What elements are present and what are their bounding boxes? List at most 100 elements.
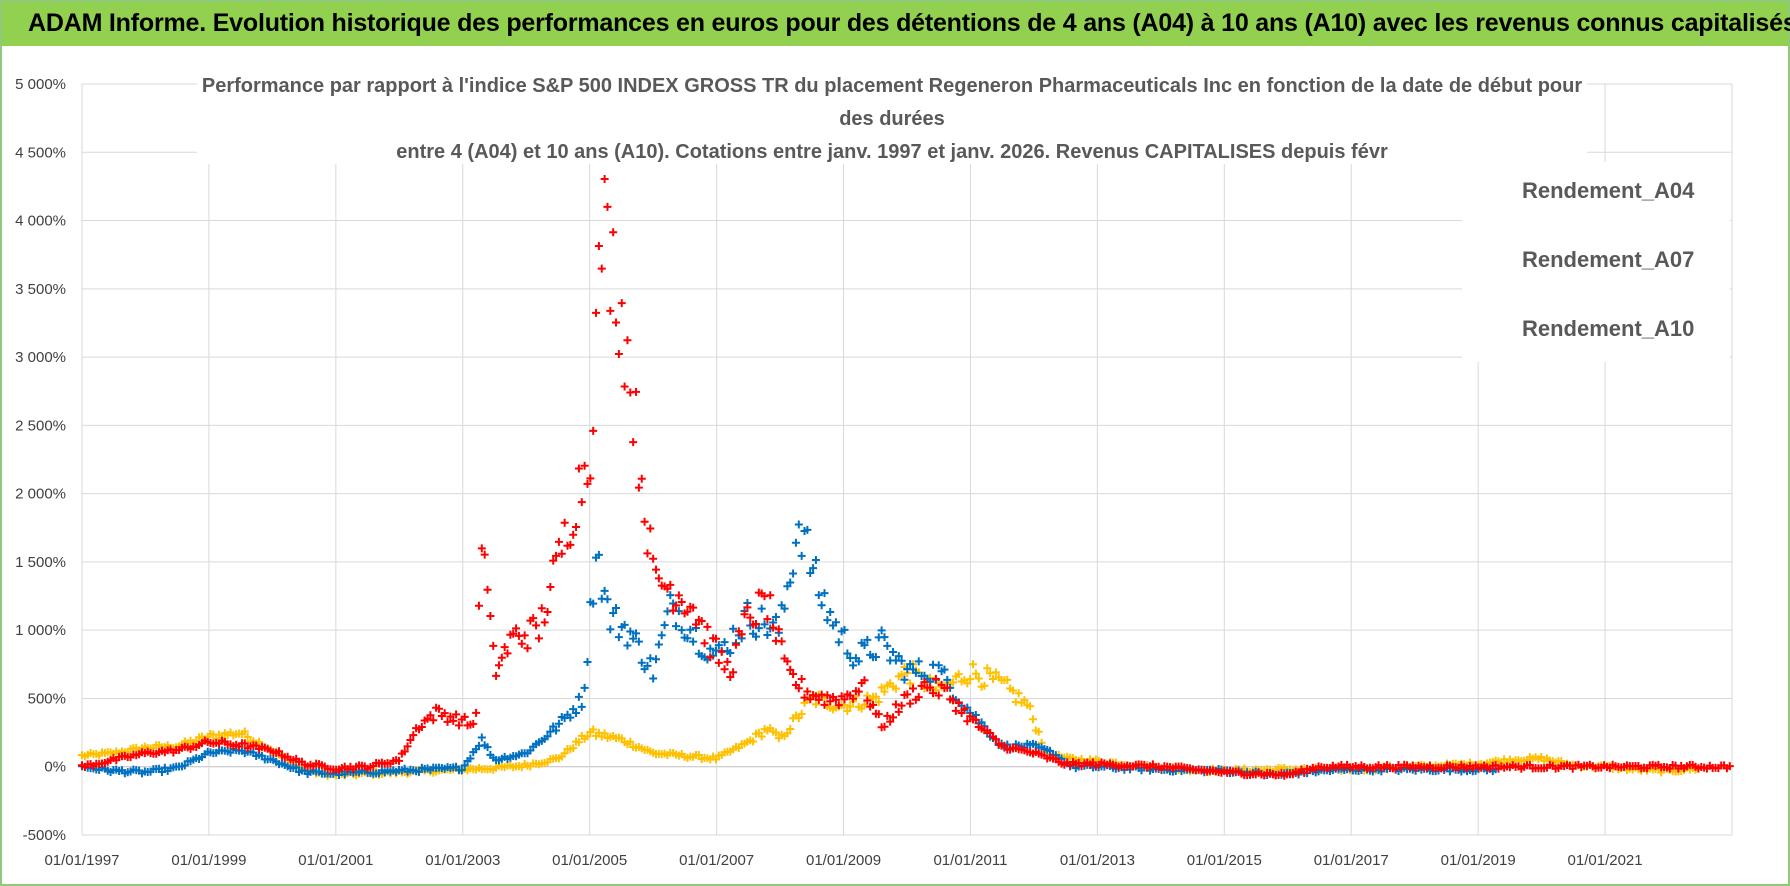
point-a10 bbox=[512, 624, 521, 633]
point-a07 bbox=[603, 595, 612, 604]
point-a10 bbox=[523, 644, 532, 653]
point-a04 bbox=[874, 698, 883, 707]
point-a07 bbox=[626, 627, 635, 636]
point-a10 bbox=[406, 735, 415, 744]
point-a10 bbox=[646, 524, 655, 533]
y-tick-label: 4 000% bbox=[15, 213, 66, 230]
point-a07 bbox=[889, 647, 898, 656]
point-a07 bbox=[460, 761, 469, 770]
point-a07 bbox=[754, 624, 763, 633]
point-a07 bbox=[580, 683, 589, 692]
point-a07 bbox=[589, 599, 598, 608]
point-a07 bbox=[706, 644, 715, 653]
point-a07 bbox=[791, 538, 800, 547]
point-a04 bbox=[1014, 689, 1023, 698]
chart-title-line-2: des durées bbox=[839, 108, 945, 130]
x-tick-label: 01/01/2013 bbox=[1060, 852, 1135, 869]
point-a04 bbox=[1028, 715, 1037, 724]
point-a04 bbox=[794, 714, 803, 723]
point-a10 bbox=[697, 616, 706, 625]
point-a04 bbox=[783, 729, 792, 738]
point-a07 bbox=[594, 550, 603, 559]
point-a07 bbox=[780, 604, 789, 613]
point-a10 bbox=[960, 704, 969, 713]
point-a10 bbox=[597, 264, 606, 273]
point-a10 bbox=[640, 517, 649, 526]
point-a10 bbox=[769, 623, 778, 632]
point-a10 bbox=[554, 537, 563, 546]
point-a04 bbox=[1034, 727, 1043, 736]
point-a10 bbox=[440, 709, 449, 718]
point-a10 bbox=[751, 619, 760, 628]
point-a10 bbox=[594, 242, 603, 251]
series-layer bbox=[78, 175, 1734, 780]
x-tick-label: 01/01/2001 bbox=[298, 852, 373, 869]
point-a10 bbox=[552, 551, 561, 560]
point-a10 bbox=[860, 676, 869, 685]
point-a04 bbox=[600, 729, 609, 738]
point-a07 bbox=[654, 640, 663, 649]
point-a10 bbox=[549, 556, 558, 565]
point-a10 bbox=[691, 620, 700, 629]
y-tick-label: -500% bbox=[23, 827, 66, 844]
point-a07 bbox=[826, 607, 835, 616]
gridlines bbox=[81, 83, 1733, 836]
point-a04 bbox=[589, 725, 598, 734]
point-a10 bbox=[477, 544, 486, 553]
point-a10 bbox=[869, 700, 878, 709]
point-a07 bbox=[666, 591, 675, 600]
point-a10 bbox=[949, 696, 958, 705]
point-a10 bbox=[500, 643, 509, 652]
report-header: ADAM Informe. Evolution historique des p… bbox=[2, 2, 1790, 46]
point-a07 bbox=[720, 638, 729, 647]
point-a10 bbox=[897, 701, 906, 710]
point-a10 bbox=[589, 426, 598, 435]
point-a10 bbox=[700, 639, 709, 648]
point-a07 bbox=[763, 630, 772, 639]
point-a10 bbox=[903, 690, 912, 699]
point-a04 bbox=[771, 728, 780, 737]
point-a07 bbox=[477, 733, 486, 742]
point-a07 bbox=[806, 569, 815, 578]
y-tick-label: 5 000% bbox=[15, 76, 66, 93]
point-a04 bbox=[949, 678, 958, 687]
point-a04 bbox=[877, 683, 886, 692]
point-a10 bbox=[666, 580, 675, 589]
point-a10 bbox=[474, 601, 483, 610]
x-tick-label: 01/01/2003 bbox=[425, 852, 500, 869]
point-a10 bbox=[492, 671, 501, 680]
point-a10 bbox=[943, 683, 952, 692]
point-a10 bbox=[574, 464, 583, 473]
point-a10 bbox=[654, 574, 663, 583]
point-a04 bbox=[560, 749, 569, 758]
point-a10 bbox=[557, 549, 566, 558]
point-a10 bbox=[889, 713, 898, 722]
point-a10 bbox=[592, 308, 601, 317]
point-a10 bbox=[954, 699, 963, 708]
point-a07 bbox=[797, 551, 806, 560]
point-a07 bbox=[552, 726, 561, 735]
point-a10 bbox=[783, 657, 792, 666]
x-tick-label: 01/01/2005 bbox=[552, 852, 627, 869]
point-a10 bbox=[672, 601, 680, 610]
point-a10 bbox=[400, 747, 409, 756]
point-a04 bbox=[969, 660, 977, 669]
point-a07 bbox=[817, 601, 826, 610]
point-a04 bbox=[971, 669, 980, 678]
point-a04 bbox=[694, 751, 703, 760]
x-tick-label: 01/01/2015 bbox=[1187, 852, 1262, 869]
point-a10 bbox=[689, 603, 698, 612]
point-a07 bbox=[880, 633, 889, 642]
point-a04 bbox=[871, 692, 880, 701]
chart-title-line-1: Performance par rapport à l'indice S&P 5… bbox=[202, 75, 1582, 97]
point-a10 bbox=[609, 228, 618, 237]
point-a10 bbox=[497, 653, 506, 662]
point-a07 bbox=[820, 589, 829, 598]
point-a10 bbox=[429, 716, 438, 725]
point-a10 bbox=[520, 631, 529, 640]
point-a07 bbox=[854, 657, 863, 666]
point-a10 bbox=[731, 640, 740, 649]
point-a07 bbox=[620, 620, 629, 629]
y-tick-label: 2 000% bbox=[15, 486, 66, 503]
